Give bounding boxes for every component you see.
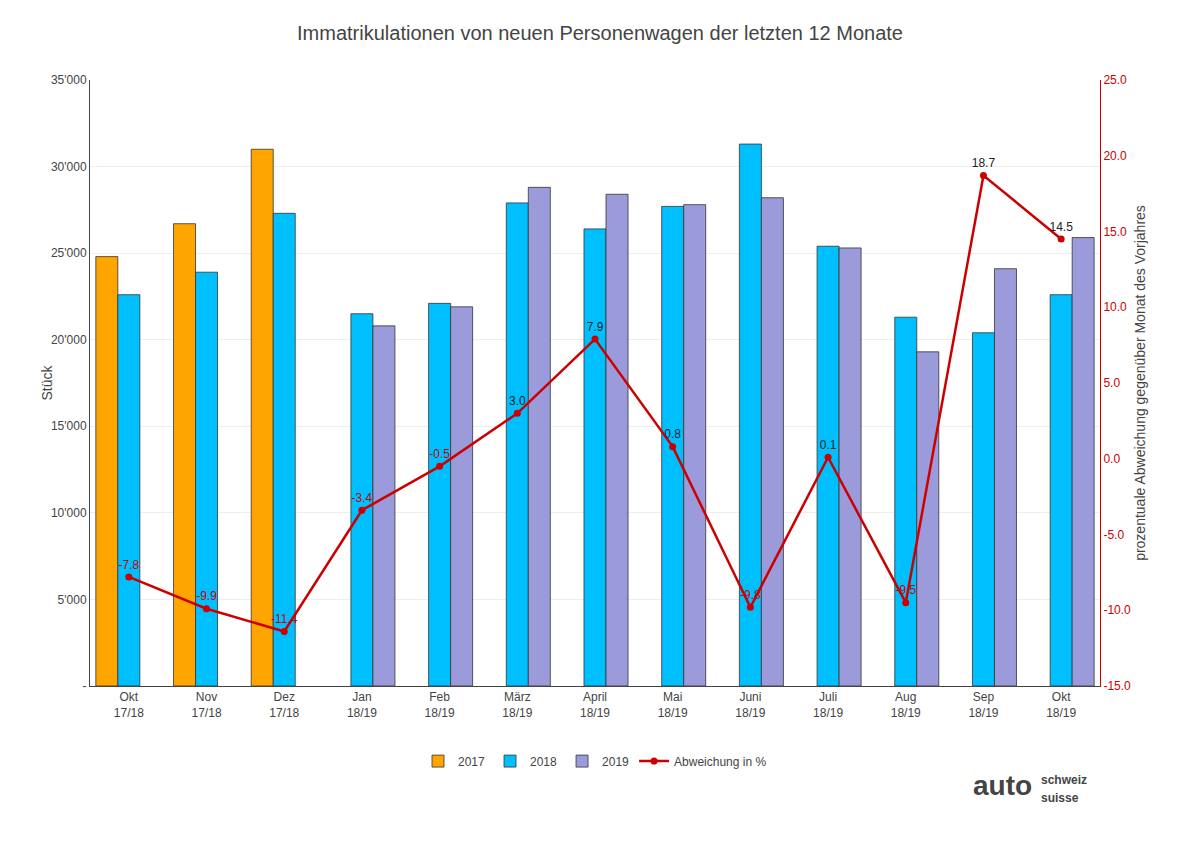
svg-text:0.1: 0.1 [820,438,837,452]
svg-text:Mai18/19: Mai18/19 [658,690,688,720]
svg-text:35'000: 35'000 [51,73,87,87]
svg-text:auto: auto [973,770,1032,801]
svg-text:März18/19: März18/19 [502,690,532,720]
svg-text:Feb18/19: Feb18/19 [425,690,455,720]
svg-text:25'000: 25'000 [51,246,87,260]
svg-text:7.9: 7.9 [587,320,604,334]
svg-text:18.7: 18.7 [972,156,996,170]
svg-text:30'000: 30'000 [51,160,87,174]
svg-text:schweiz: schweiz [1041,773,1087,787]
svg-text:-3.4: -3.4 [352,491,373,505]
svg-text:-15.0: -15.0 [1103,679,1131,693]
svg-text:20.0: 20.0 [1103,149,1127,163]
svg-text:-5.0: -5.0 [1103,528,1124,542]
svg-text:2018: 2018 [530,755,557,769]
svg-text:2017: 2017 [458,755,485,769]
svg-text:-10.0: -10.0 [1103,603,1131,617]
svg-text:15'000: 15'000 [51,419,87,433]
svg-text:-9.8: -9.8 [740,588,761,602]
svg-text:14.5: 14.5 [1049,220,1073,234]
svg-text:Dez17/18: Dez17/18 [269,690,299,720]
svg-text:15.0: 15.0 [1103,225,1127,239]
svg-text:3.0: 3.0 [509,394,526,408]
svg-text:-11.4: -11.4 [271,612,298,626]
svg-text:2019: 2019 [602,755,629,769]
svg-text:5'000: 5'000 [58,593,87,607]
svg-text:Immatrikulationen von neuen Pe: Immatrikulationen von neuen Personenwage… [297,22,903,44]
svg-text:-: - [83,679,87,693]
svg-text:10.0: 10.0 [1103,300,1127,314]
svg-text:-9.9: -9.9 [196,589,217,603]
svg-text:0.0: 0.0 [1103,452,1120,466]
svg-text:Okt17/18: Okt17/18 [114,690,144,720]
svg-text:-9.5: -9.5 [895,583,916,597]
svg-text:Okt18/19: Okt18/19 [1046,690,1076,720]
svg-text:Nov17/18: Nov17/18 [192,690,222,720]
svg-text:April18/19: April18/19 [580,690,610,720]
svg-text:-0.5: -0.5 [429,447,450,461]
svg-text:Juli18/19: Juli18/19 [813,690,843,720]
svg-text:0.8: 0.8 [664,427,681,441]
svg-text:10'000: 10'000 [51,506,87,520]
svg-text:Jan18/19: Jan18/19 [347,690,377,720]
svg-text:-7.8: -7.8 [119,558,140,572]
svg-text:prozentuale Abweichung gegenüb: prozentuale Abweichung gegenüber Monat d… [1132,205,1148,561]
svg-text:suisse: suisse [1041,791,1079,805]
svg-text:Juni18/19: Juni18/19 [735,690,765,720]
svg-text:Abweichung in %: Abweichung in % [674,755,766,769]
svg-text:20'000: 20'000 [51,333,87,347]
svg-text:Aug18/19: Aug18/19 [891,690,921,720]
svg-text:25.0: 25.0 [1103,73,1127,87]
svg-text:Sep18/19: Sep18/19 [968,690,998,720]
svg-text:Stück: Stück [39,364,55,400]
svg-text:5.0: 5.0 [1103,376,1120,390]
